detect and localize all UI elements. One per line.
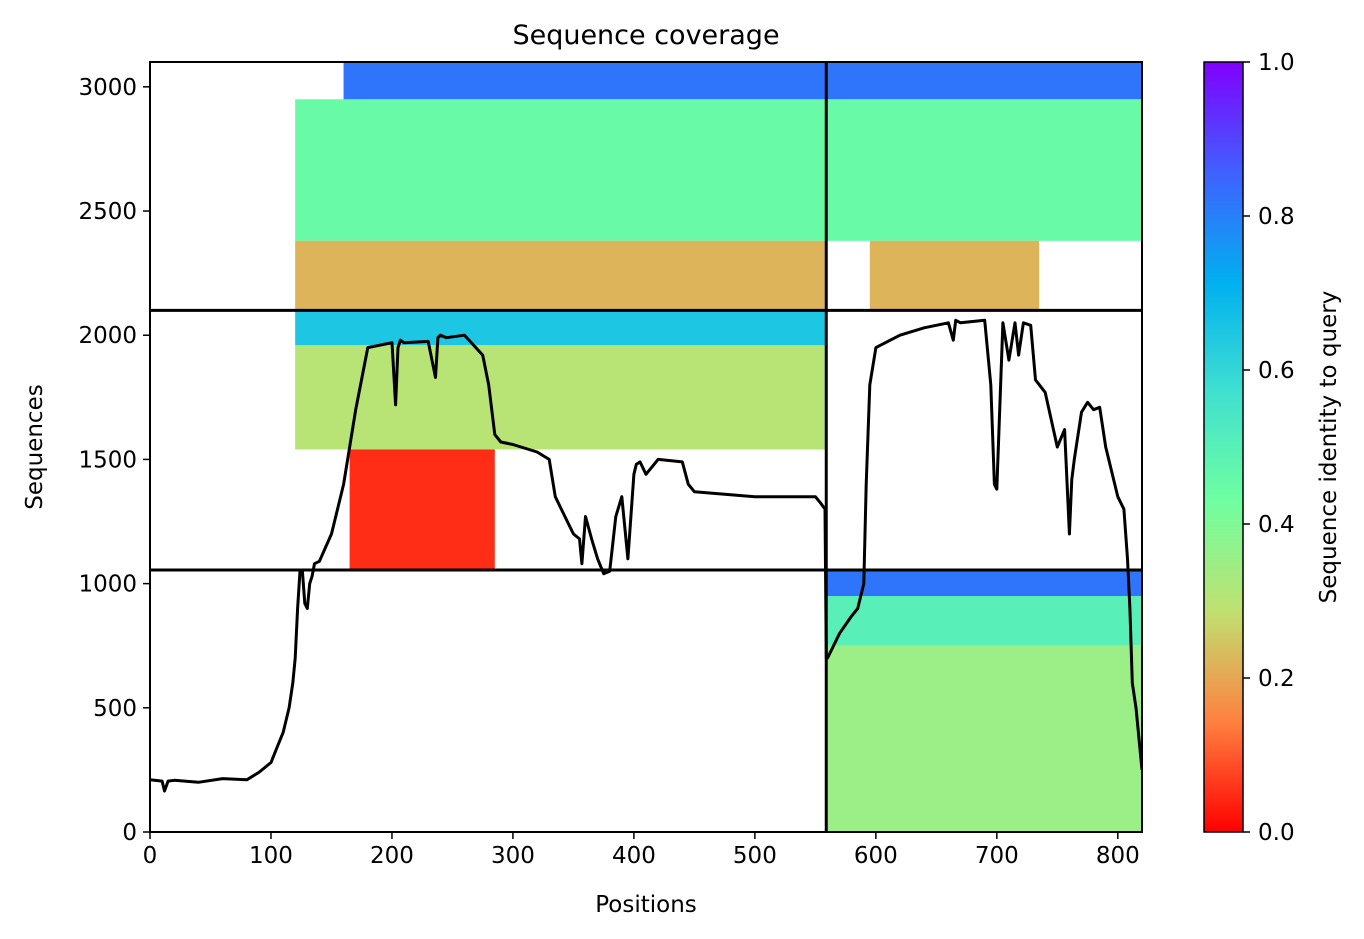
coverage-block <box>869 240 1040 311</box>
x-tick-label: 100 <box>249 843 293 869</box>
x-axis: 0 100 200 300 400 500 600 700 800 <box>143 832 1140 869</box>
colorbar-tick-label: 0.4 <box>1258 512 1295 538</box>
colorbar-tick-label: 0.8 <box>1258 204 1295 230</box>
colorbar-label: Sequence identity to query <box>1316 291 1342 604</box>
x-tick-label: 700 <box>975 843 1019 869</box>
x-tick-label: 400 <box>612 843 656 869</box>
y-tick-label: 2000 <box>78 323 137 349</box>
y-tick-label: 0 <box>122 820 137 846</box>
colorbar <box>1203 61 1244 833</box>
coverage-block <box>826 62 1142 100</box>
coverage-block <box>295 345 827 450</box>
y-tick-label: 500 <box>93 696 137 722</box>
chain-boundaries <box>150 62 1142 832</box>
coverage-blocks <box>295 62 1142 832</box>
coverage-block <box>826 596 1142 646</box>
y-axis-label: Sequences <box>22 384 48 509</box>
y-tick-label: 1500 <box>78 447 137 473</box>
coverage-block <box>295 310 827 346</box>
coverage-block <box>826 645 1142 832</box>
plot-frame <box>149 61 1143 833</box>
y-tick-label: 2500 <box>78 199 137 225</box>
coverage-block <box>826 569 1142 597</box>
colorbar-tick-label: 1.0 <box>1258 50 1295 76</box>
colorbar-tick-label: 0.6 <box>1258 358 1295 384</box>
coverage-block <box>295 240 827 311</box>
x-tick-label: 600 <box>854 843 898 869</box>
coverage-block <box>295 99 827 241</box>
colorbar-axis: 0.0 0.2 0.4 0.6 0.8 1.0 <box>1243 50 1295 846</box>
plot-area <box>150 62 1142 832</box>
y-axis: 0 500 1000 1500 2000 2500 3000 <box>78 75 150 846</box>
coverage-block <box>349 449 495 570</box>
y-tick-label: 3000 <box>78 75 137 101</box>
x-tick-label: 300 <box>491 843 535 869</box>
x-axis-label: Positions <box>595 892 697 918</box>
chart-title: Sequence coverage <box>512 20 779 51</box>
y-tick-label: 1000 <box>78 572 137 598</box>
coverage-block <box>343 62 827 100</box>
x-tick-label: 800 <box>1096 843 1140 869</box>
colorbar-tick-label: 0.2 <box>1258 666 1295 692</box>
x-tick-label: 500 <box>733 843 777 869</box>
coverage-line <box>150 318 1142 793</box>
x-tick-label: 0 <box>143 843 158 869</box>
x-tick-label: 200 <box>370 843 414 869</box>
coverage-block <box>826 99 1142 241</box>
colorbar-tick-label: 0.0 <box>1258 820 1295 846</box>
